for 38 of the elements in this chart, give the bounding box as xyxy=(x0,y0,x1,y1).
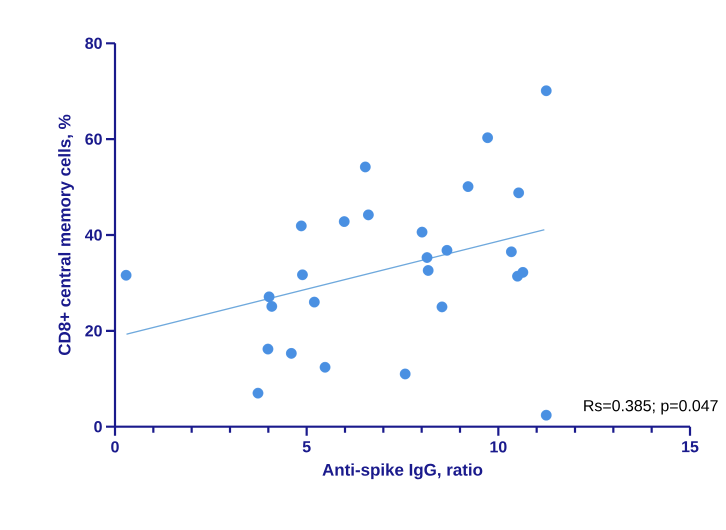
x-tick-label: 10 xyxy=(490,441,507,453)
point xyxy=(517,266,528,278)
point xyxy=(422,252,432,263)
point xyxy=(362,209,374,220)
point xyxy=(422,265,434,276)
y-tick-label: 40 xyxy=(84,229,102,241)
point xyxy=(400,368,411,380)
point xyxy=(540,85,552,96)
point xyxy=(266,301,278,312)
point xyxy=(506,246,517,258)
y-tick-label: 20 xyxy=(85,325,102,336)
point xyxy=(296,220,307,232)
point xyxy=(262,344,274,354)
point xyxy=(513,187,524,198)
annotation: Rs=0.385; p=0.047 xyxy=(584,400,718,414)
point xyxy=(436,301,448,312)
point xyxy=(264,291,275,302)
x-tick-label: 0 xyxy=(111,441,119,453)
point xyxy=(252,388,264,399)
y-tick-label: 60 xyxy=(85,134,102,145)
point xyxy=(286,348,297,359)
point xyxy=(120,270,132,281)
point xyxy=(338,216,350,227)
point xyxy=(320,362,330,373)
y-tick-label: 80 xyxy=(85,38,102,49)
point xyxy=(482,132,494,144)
point xyxy=(416,226,428,238)
y-axis-title: CD8+ central memory cells, % xyxy=(58,114,74,356)
x-tick-label: 5 xyxy=(302,441,311,452)
point xyxy=(308,296,320,308)
x-axis-title: Anti-spike IgG, ratio xyxy=(322,463,482,480)
point xyxy=(360,162,371,172)
point xyxy=(297,269,308,280)
y-tick-label: 0 xyxy=(94,421,102,432)
x-tick-label: 15 xyxy=(682,441,698,452)
point xyxy=(540,410,552,421)
point xyxy=(442,244,452,256)
point xyxy=(462,181,474,192)
